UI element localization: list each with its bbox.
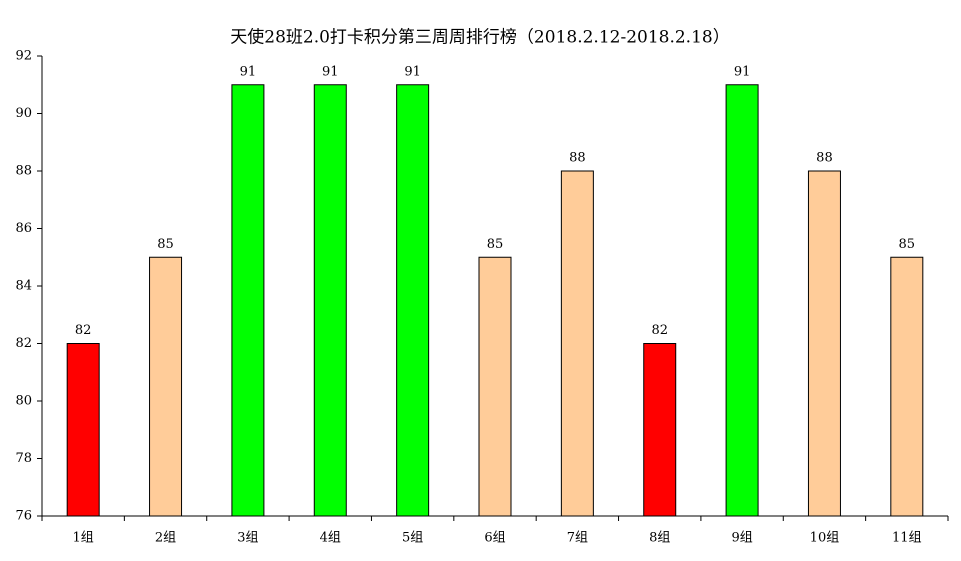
chart-title: 天使28班2.0打卡积分第三周周排行榜（2018.2.12-2018.2.18） [230,27,729,48]
y-tick-label: 76 [15,509,32,524]
bar [560,170,594,517]
value-label: 91 [322,64,339,79]
y-tick-label: 82 [15,336,32,351]
value-label: 91 [404,64,421,79]
x-tick-label: 8组 [649,531,670,546]
x-tick-label: 1组 [73,531,94,546]
value-label: 88 [569,151,586,166]
value-label: 82 [75,323,92,338]
value-label: 91 [240,64,257,79]
bar [478,256,512,517]
value-label: 85 [487,237,504,252]
value-label: 91 [734,64,751,79]
bar [231,84,265,517]
y-tick-label: 86 [15,221,32,236]
value-label: 88 [816,151,833,166]
bar [313,84,347,517]
x-tick-label: 5组 [402,531,423,546]
y-tick-label: 84 [15,279,32,294]
x-tick-label: 10组 [810,531,840,546]
bar [725,84,759,517]
y-tick-label: 92 [15,49,32,64]
x-tick-label: 7组 [567,531,588,546]
bar [807,170,841,517]
x-tick-label: 3组 [237,531,258,546]
x-tick-label: 9组 [731,531,752,546]
bar [643,343,677,517]
y-tick-label: 90 [15,106,32,121]
value-label: 82 [651,323,668,338]
y-tick-label: 88 [15,164,32,179]
bar [890,256,924,517]
y-tick-label: 80 [15,394,32,409]
x-tick-label: 2组 [155,531,176,546]
bar [396,84,430,517]
x-tick-label: 6组 [484,531,505,546]
bar [66,343,100,517]
x-tick-label: 4组 [320,531,341,546]
value-label: 85 [157,237,174,252]
value-label: 85 [899,237,916,252]
bar [149,256,183,517]
x-tick-label: 11组 [892,531,922,546]
y-tick-label: 78 [15,451,32,466]
